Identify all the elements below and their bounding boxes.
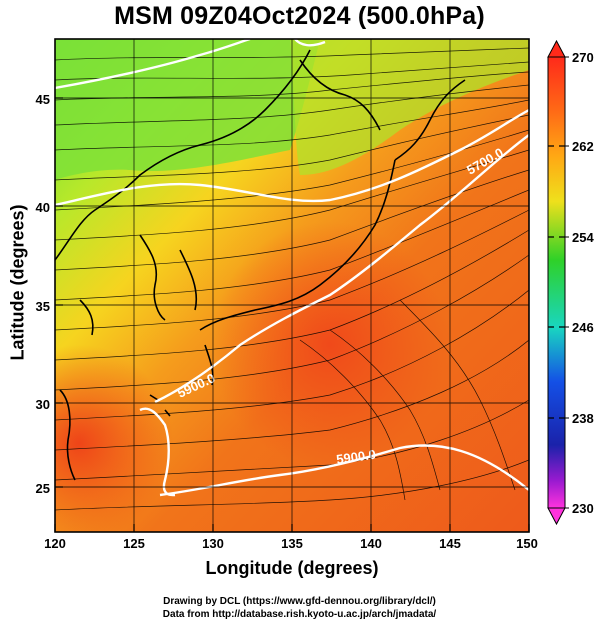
- credit-drawing: Drawing by DCL (https://www.gfd-dennou.o…: [163, 596, 436, 607]
- x-tick-145: 145: [439, 536, 461, 551]
- x-tick-135: 135: [281, 536, 303, 551]
- x-tick-labels: 120 125 130 135 140 145 150: [44, 536, 538, 551]
- svg-text:5900.0: 5900.0: [335, 447, 376, 467]
- colorbar-tick-254: 254: [572, 230, 594, 245]
- x-tick-140: 140: [360, 536, 382, 551]
- wind-streamlines: [55, 47, 529, 511]
- x-tick-120: 120: [44, 536, 66, 551]
- height-contours: [55, 39, 529, 497]
- colorbar-scale: [547, 56, 566, 509]
- colorbar-tick-238: 238: [572, 411, 594, 426]
- colorbar-tick-230: 230: [572, 501, 594, 516]
- colorbar-tick-270: 270: [572, 50, 594, 65]
- x-tick-150: 150: [516, 536, 538, 551]
- y-tick-40: 40: [36, 200, 50, 215]
- y-tick-45: 45: [36, 92, 50, 107]
- y-axis-ticks: [55, 97, 63, 488]
- coastlines: [55, 49, 466, 481]
- y-tick-25: 25: [36, 481, 50, 496]
- colorbar: 270 262 254 246 238 230: [547, 39, 594, 526]
- map-grid: [55, 39, 529, 532]
- colorbar-top-arrow: [547, 39, 566, 58]
- x-axis-label: Longitude (degrees): [205, 558, 379, 578]
- colorbar-tick-262: 262: [572, 139, 594, 154]
- x-tick-130: 130: [202, 536, 224, 551]
- y-tick-30: 30: [36, 397, 50, 412]
- y-axis-label: Latitude (degrees): [7, 204, 28, 361]
- colorbar-tick-246: 246: [572, 320, 594, 335]
- y-tick-35: 35: [36, 299, 50, 314]
- y-tick-labels: 25 30 35 40 45: [36, 92, 50, 496]
- x-axis-ticks: [54, 524, 530, 532]
- colorbar-bottom-arrow: [547, 507, 566, 526]
- x-tick-125: 125: [123, 536, 145, 551]
- credit-data-source: Data from http://database.rish.kyoto-u.a…: [162, 609, 437, 620]
- figure-title: MSM 09Z04Oct2024 (500.0hPa): [114, 2, 485, 30]
